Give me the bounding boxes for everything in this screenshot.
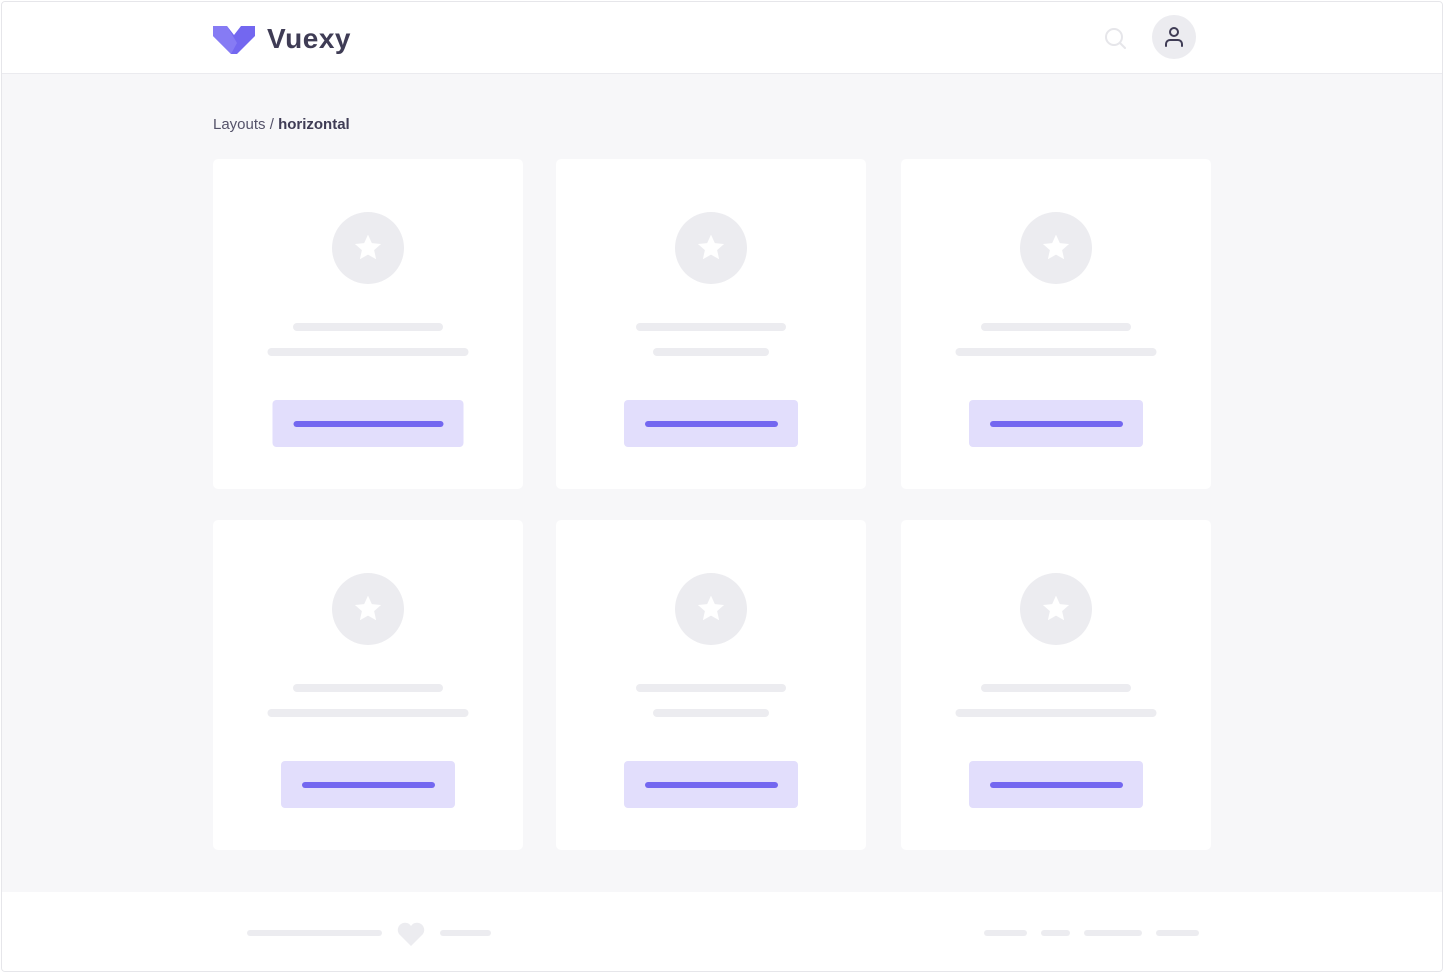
title-placeholder [293, 323, 443, 331]
vuexy-logo-icon [213, 26, 255, 54]
skeleton-card [213, 520, 523, 850]
card-action-button[interactable] [272, 400, 464, 447]
card-icon-circle [332, 212, 404, 284]
button-label-placeholder [989, 781, 1123, 788]
top-navbar: Vuexy [2, 2, 1442, 74]
text-placeholder [955, 709, 1157, 717]
card-icon-circle [1020, 573, 1092, 645]
footer-link-placeholder[interactable] [1156, 930, 1199, 936]
text-placeholder [955, 348, 1157, 356]
skeleton-card [556, 159, 866, 489]
title-placeholder [636, 684, 786, 692]
brand-name: Vuexy [267, 23, 351, 54]
star-icon [354, 595, 382, 621]
skeleton-card [556, 520, 866, 850]
heart-icon [397, 922, 425, 946]
card-action-button[interactable] [969, 400, 1143, 447]
title-placeholder [293, 684, 443, 692]
breadcrumb-parent[interactable]: Layouts [213, 116, 266, 133]
text-placeholder [267, 348, 469, 356]
card-icon-circle [1020, 212, 1092, 284]
title-placeholder [636, 323, 786, 331]
button-label-placeholder [644, 781, 778, 788]
user-avatar[interactable] [1152, 15, 1196, 59]
footer-link-placeholder[interactable] [1041, 930, 1070, 936]
star-icon [697, 234, 725, 260]
footer [2, 892, 1442, 971]
breadcrumb-separator: / [265, 116, 279, 133]
star-icon [1042, 595, 1070, 621]
button-label-placeholder [293, 420, 443, 427]
star-icon [354, 234, 382, 260]
star-icon [1042, 234, 1070, 260]
button-label-placeholder [644, 420, 778, 427]
card-action-button[interactable] [969, 761, 1143, 808]
brand-logo[interactable]: Vuexy [213, 23, 351, 55]
search-icon[interactable] [1104, 27, 1128, 51]
button-label-placeholder [301, 781, 435, 788]
card-icon-circle [675, 212, 747, 284]
title-placeholder [981, 684, 1131, 692]
footer-text-placeholder [440, 930, 491, 936]
card-icon-circle [332, 573, 404, 645]
star-icon [697, 595, 725, 621]
title-placeholder [981, 323, 1131, 331]
footer-link-placeholder[interactable] [984, 930, 1027, 936]
breadcrumb: Layouts / horizontal [213, 116, 350, 133]
card-action-button[interactable] [281, 761, 455, 808]
text-placeholder [653, 709, 769, 717]
text-placeholder [267, 709, 469, 717]
text-placeholder [653, 348, 769, 356]
footer-link-placeholder[interactable] [1084, 930, 1142, 936]
user-icon [1165, 27, 1183, 47]
skeleton-card [901, 520, 1211, 850]
card-action-button[interactable] [624, 400, 798, 447]
skeleton-card [213, 159, 523, 489]
skeleton-card [901, 159, 1211, 489]
card-action-button[interactable] [624, 761, 798, 808]
footer-text-placeholder [247, 930, 382, 936]
breadcrumb-current: horizontal [278, 116, 350, 133]
button-label-placeholder [989, 420, 1123, 427]
card-icon-circle [675, 573, 747, 645]
